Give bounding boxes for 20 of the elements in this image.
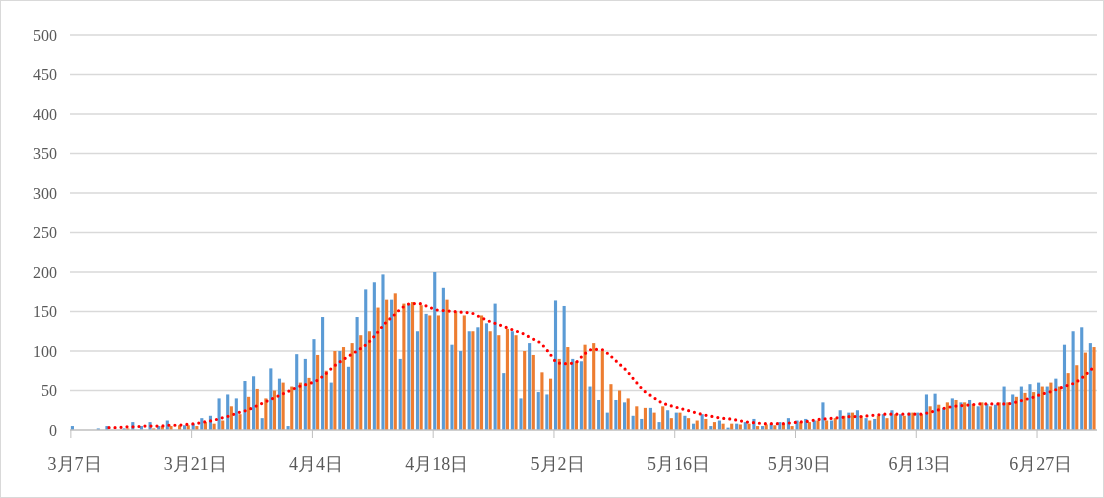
x-tick-label: 6月13日	[888, 454, 952, 474]
y-tick-label: 0	[49, 421, 57, 439]
y-tick-label: 500	[33, 26, 57, 44]
y-tick-label: 50	[41, 382, 57, 400]
x-tick-label: 6月27日	[1009, 454, 1073, 474]
y-tick-label: 450	[33, 66, 57, 84]
y-tick-label: 150	[33, 303, 57, 321]
y-tick-label: 250	[33, 224, 57, 242]
y-tick-label: 400	[33, 105, 57, 123]
x-tick-label: 5月16日	[646, 454, 710, 474]
x-tick-label: 5月30日	[767, 454, 831, 474]
y-tick-label: 300	[33, 184, 57, 202]
y-tick-label: 200	[33, 263, 57, 281]
x-tick-label: 3月21日	[163, 454, 227, 474]
x-tick-label: 3月7日	[47, 454, 102, 474]
x-tick-label: 4月18日	[405, 454, 469, 474]
x-tick-label: 5月2日	[530, 454, 585, 474]
y-tick-label: 100	[33, 342, 57, 360]
x-tick-label: 4月4日	[289, 454, 344, 474]
y-tick-label: 350	[33, 145, 57, 163]
